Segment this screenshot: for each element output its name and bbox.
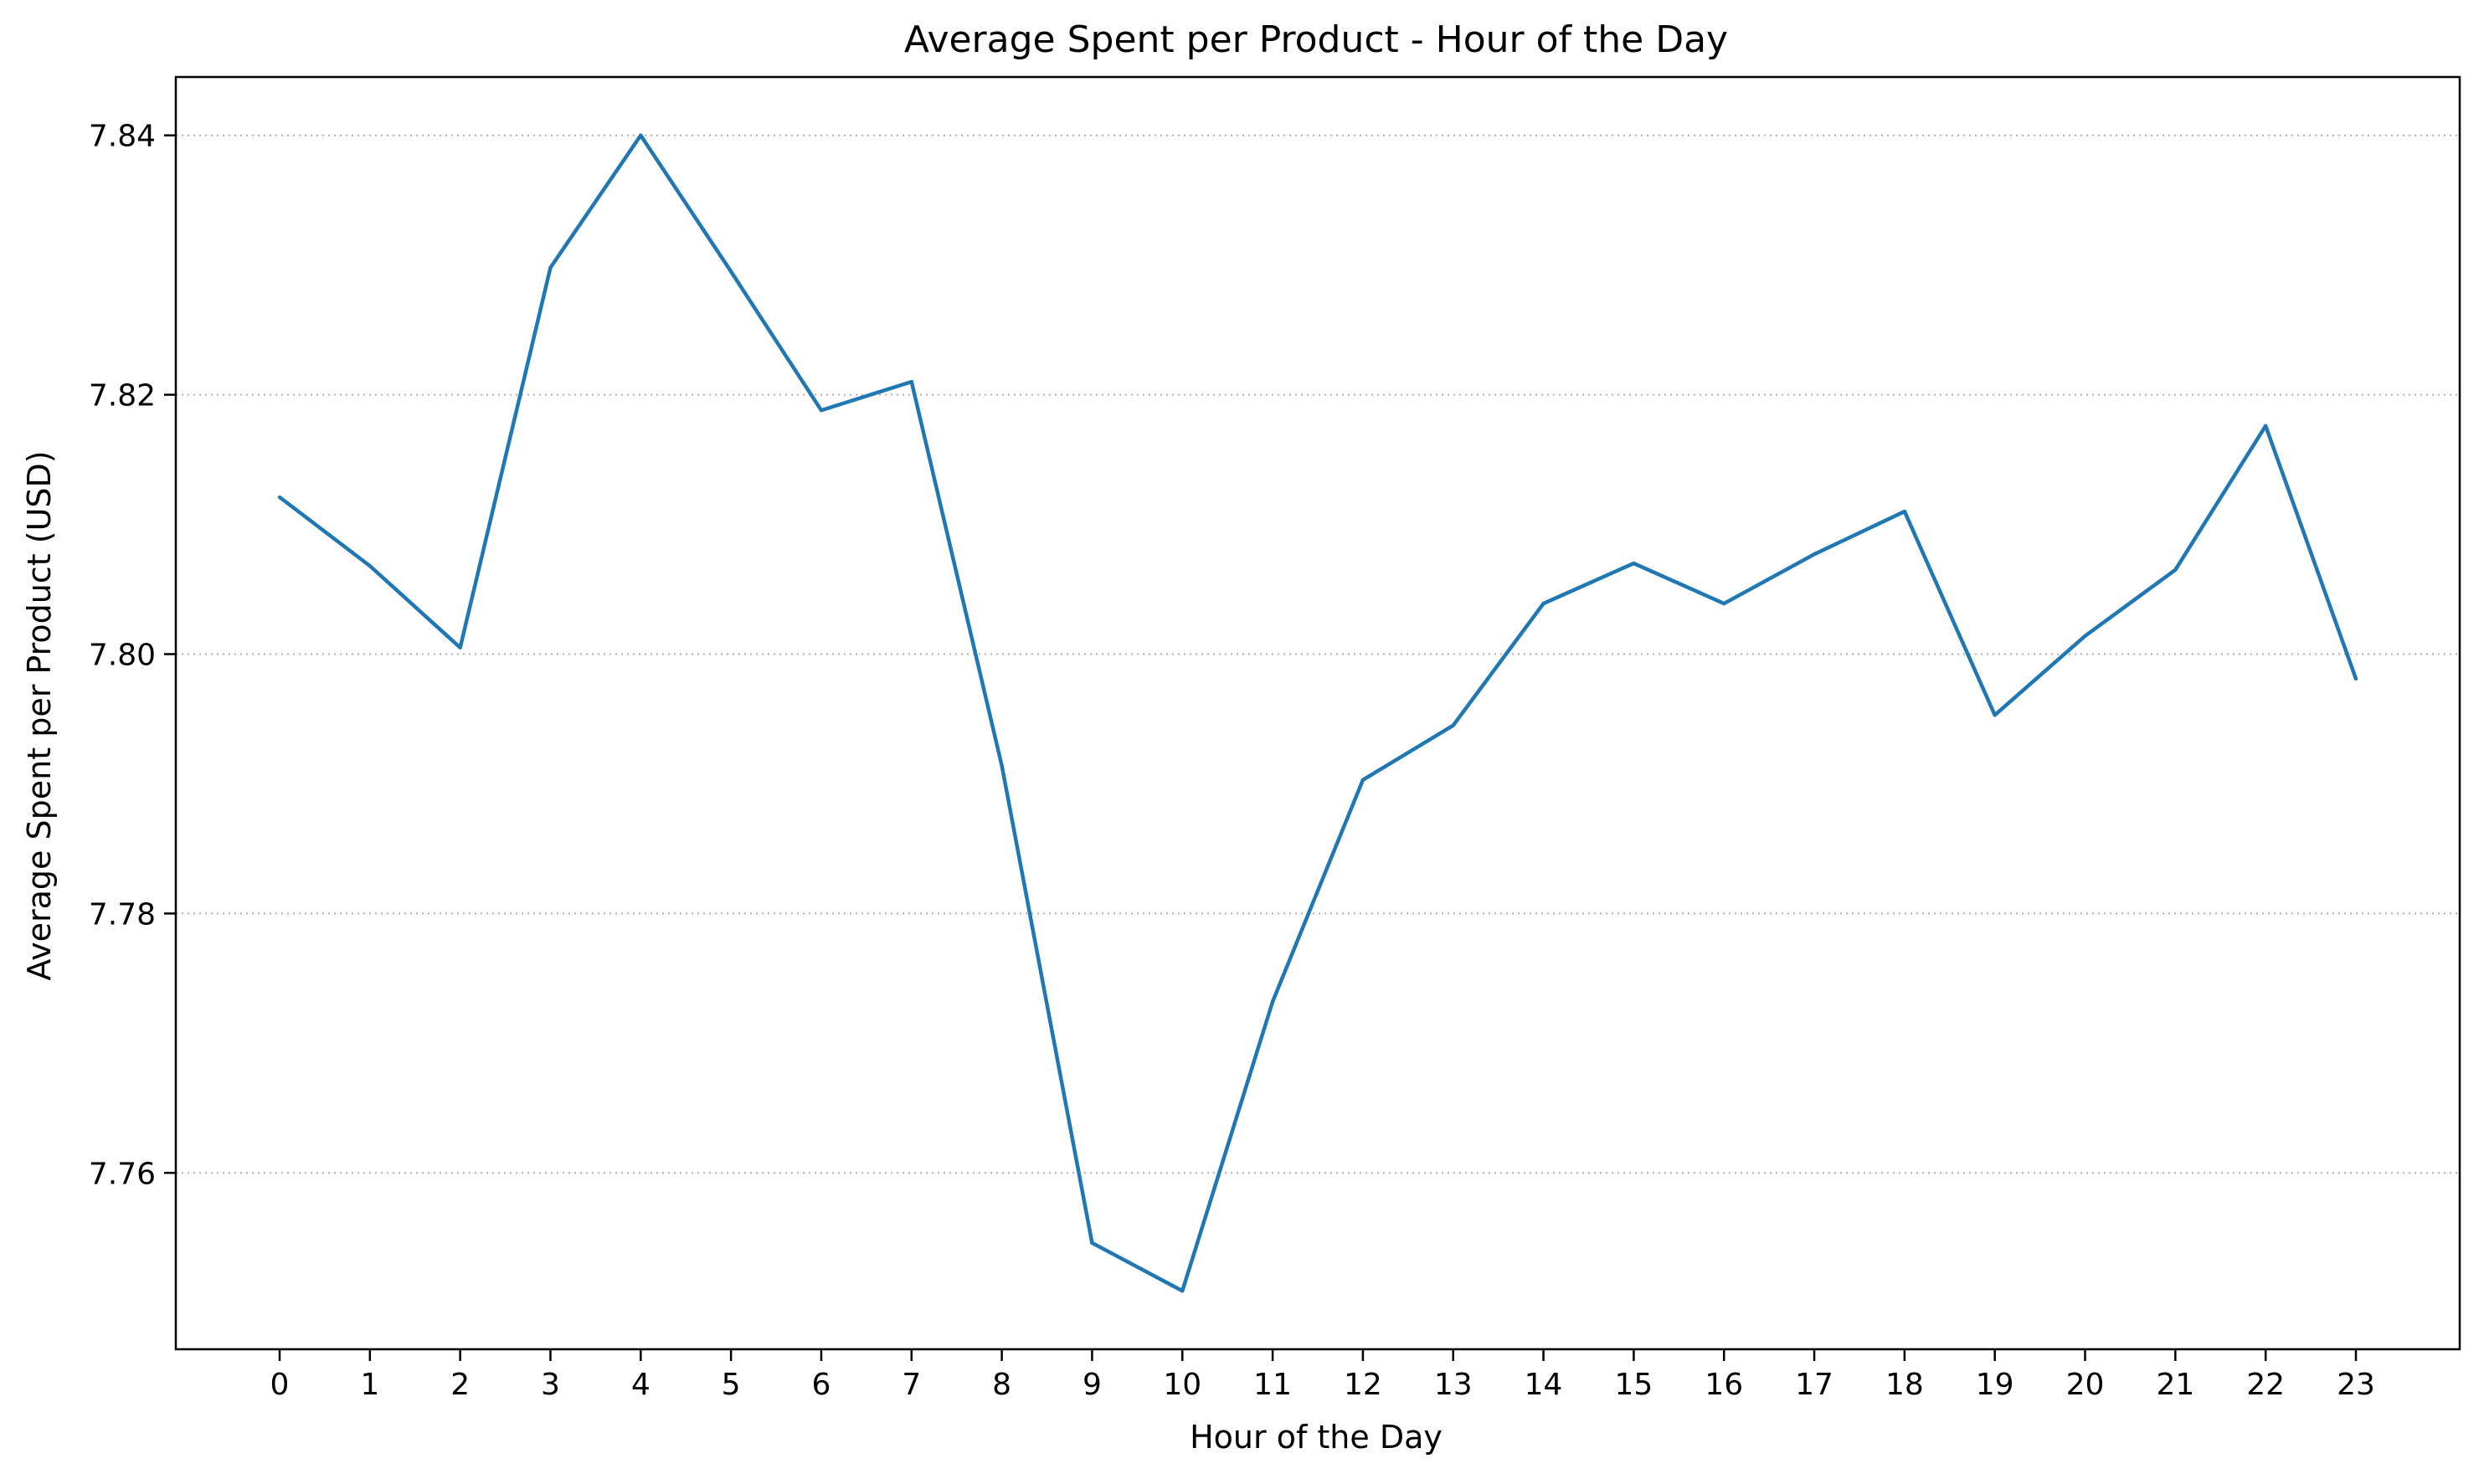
plot-area-frame — [174, 75, 2461, 1351]
x-tick-label: 23 — [2337, 1368, 2375, 1402]
y-axis: 7.76 7.78 7.80 7.82 7.84 — [89, 120, 176, 1191]
data-point — [819, 408, 824, 413]
x-tick-label: 11 — [1253, 1368, 1292, 1402]
y-tick-label: 7.82 — [89, 379, 156, 413]
series-layer — [277, 133, 2358, 1293]
data-point — [1632, 561, 1636, 566]
x-axis: 0 1 2 3 4 5 6 7 8 9 10 11 12 13 14 15 16 17 18 19 20 21 22 23 — [270, 1349, 2375, 1402]
x-tick-label: 8 — [992, 1368, 1011, 1402]
data-point — [1722, 601, 1726, 606]
x-tick-label: 0 — [270, 1368, 290, 1402]
y-tick-label: 7.84 — [89, 120, 156, 154]
x-tick-label: 15 — [1614, 1368, 1653, 1402]
data-point — [909, 379, 913, 384]
data-point — [2173, 567, 2178, 572]
data-point — [2263, 424, 2268, 428]
data-point — [1360, 778, 1365, 782]
y-tick-label: 7.80 — [89, 639, 156, 673]
x-tick-label: 21 — [2156, 1368, 2194, 1402]
x-tick-label: 17 — [1795, 1368, 1833, 1402]
x-tick-label: 12 — [1344, 1368, 1382, 1402]
x-tick-label: 18 — [1885, 1368, 1924, 1402]
x-tick-label: 7 — [902, 1368, 921, 1402]
y-tick-label: 7.78 — [89, 897, 156, 932]
x-tick-label: 13 — [1434, 1368, 1473, 1402]
data-point — [1180, 1289, 1185, 1293]
data-point — [1270, 999, 1275, 1004]
series-line — [278, 133, 2358, 1293]
x-tick-label: 20 — [2066, 1368, 2105, 1402]
data-point — [639, 133, 643, 137]
x-tick-label: 10 — [1163, 1368, 1201, 1402]
x-tick-label: 6 — [812, 1368, 831, 1402]
x-tick-label: 1 — [360, 1368, 379, 1402]
data-point — [1451, 723, 1455, 727]
data-point — [548, 265, 553, 270]
data-point — [277, 495, 282, 500]
data-point — [368, 563, 373, 568]
x-tick-label: 14 — [1525, 1368, 1563, 1402]
data-point — [2083, 634, 2087, 639]
data-point — [1000, 763, 1004, 768]
y-tick-label: 7.76 — [89, 1157, 156, 1191]
data-point — [1541, 601, 1545, 606]
data-point — [1812, 552, 1817, 557]
x-tick-label: 5 — [722, 1368, 741, 1402]
x-tick-label: 4 — [631, 1368, 651, 1402]
data-point — [1993, 713, 1997, 717]
chart-title: Average Spent per Product - Hour of the … — [904, 18, 1728, 61]
x-axis-label: Hour of the Day — [1190, 1419, 1443, 1456]
data-point — [1090, 1240, 1094, 1245]
x-tick-label: 2 — [450, 1368, 470, 1402]
x-tick-label: 22 — [2246, 1368, 2285, 1402]
x-tick-label: 9 — [1083, 1368, 1102, 1402]
x-tick-label: 16 — [1705, 1368, 1743, 1402]
data-point — [458, 645, 462, 650]
x-tick-label: 3 — [541, 1368, 560, 1402]
x-tick-label: 19 — [1976, 1368, 2014, 1402]
data-point — [1902, 509, 1907, 514]
data-point — [2353, 676, 2358, 681]
y-axis-label: Average Spent per Product (USD) — [21, 450, 58, 980]
data-point — [728, 270, 733, 274]
